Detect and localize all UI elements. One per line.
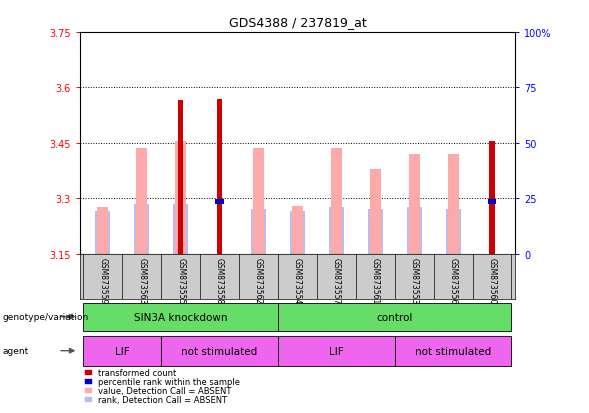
Bar	[368, 210, 383, 254]
Bar	[409, 154, 419, 254]
Bar	[161, 336, 278, 366]
Bar	[395, 336, 511, 366]
Text: LIF: LIF	[329, 346, 343, 356]
Bar	[407, 208, 422, 254]
Text: GSM873553: GSM873553	[410, 258, 419, 304]
Text: not stimulated: not stimulated	[181, 346, 258, 356]
Text: transformed count: transformed count	[98, 368, 177, 377]
Text: rank, Detection Call = ABSENT: rank, Detection Call = ABSENT	[98, 395, 227, 404]
Text: genotype/variation: genotype/variation	[3, 313, 89, 322]
Text: GSM873562: GSM873562	[254, 258, 263, 304]
Bar	[84, 336, 161, 366]
Bar	[489, 142, 495, 254]
Bar	[329, 208, 344, 254]
Text: GSM873556: GSM873556	[449, 258, 458, 304]
Text: percentile rank within the sample: percentile rank within the sample	[98, 377, 240, 386]
Text: GSM873559: GSM873559	[98, 258, 107, 304]
Bar	[278, 303, 511, 331]
Bar	[278, 336, 395, 366]
Bar	[446, 210, 461, 254]
Bar	[292, 206, 303, 254]
Bar	[251, 210, 266, 254]
Bar	[176, 142, 186, 254]
Text: GSM873563: GSM873563	[137, 258, 146, 304]
Bar	[84, 303, 278, 331]
Text: SIN3A knockdown: SIN3A knockdown	[134, 312, 227, 322]
Text: GSM873558: GSM873558	[215, 258, 224, 304]
Text: GSM873555: GSM873555	[176, 258, 185, 304]
Text: GSM873561: GSM873561	[371, 258, 380, 304]
Text: not stimulated: not stimulated	[415, 346, 491, 356]
Text: control: control	[376, 312, 413, 322]
Text: value, Detection Call = ABSENT: value, Detection Call = ABSENT	[98, 386, 231, 395]
Text: agent: agent	[3, 347, 29, 356]
Bar	[448, 154, 459, 254]
Bar	[290, 211, 305, 254]
Text: LIF: LIF	[115, 346, 130, 356]
Bar	[253, 149, 264, 254]
Bar	[134, 204, 149, 254]
Bar	[488, 199, 497, 204]
Bar	[173, 204, 188, 254]
Text: GSM873554: GSM873554	[293, 258, 302, 304]
Bar	[217, 100, 222, 254]
Text: GSM873560: GSM873560	[488, 258, 497, 304]
Text: GSM873557: GSM873557	[332, 258, 341, 304]
Bar	[97, 208, 108, 254]
Bar	[331, 149, 342, 254]
Bar	[178, 101, 183, 254]
Bar	[95, 211, 110, 254]
Bar	[136, 149, 147, 254]
Bar	[370, 169, 380, 254]
Title: GDS4388 / 237819_at: GDS4388 / 237819_at	[229, 16, 366, 29]
Bar	[216, 199, 224, 204]
